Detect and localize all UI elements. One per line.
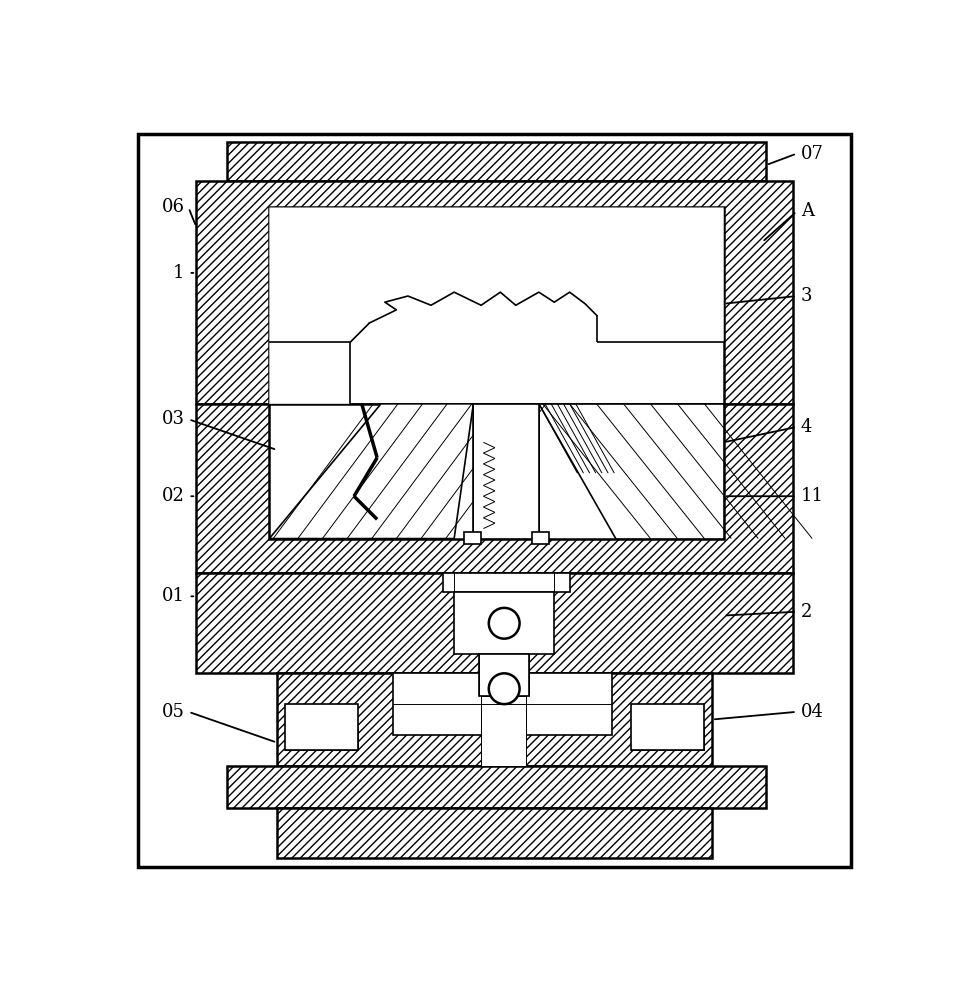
Circle shape	[489, 607, 519, 638]
Bar	[479, 654, 529, 697]
Polygon shape	[269, 207, 724, 403]
Bar	[464, 532, 482, 544]
Polygon shape	[538, 403, 724, 538]
Bar	[277, 808, 712, 858]
Bar	[631, 727, 704, 750]
Text: A: A	[801, 202, 813, 220]
Bar	[482, 697, 526, 766]
Text: 04: 04	[801, 703, 823, 720]
Bar	[227, 142, 766, 180]
Bar	[474, 403, 538, 538]
Bar	[269, 403, 724, 538]
Text: 05: 05	[162, 703, 184, 720]
Polygon shape	[269, 403, 474, 538]
Bar	[196, 573, 793, 673]
Bar	[227, 766, 766, 808]
Bar	[285, 705, 358, 750]
Bar	[532, 532, 549, 544]
Text: 07: 07	[801, 145, 823, 163]
Bar	[285, 727, 358, 750]
Bar	[277, 673, 712, 766]
Text: 11: 11	[801, 488, 824, 505]
Bar	[455, 593, 554, 654]
Text: 06: 06	[161, 198, 184, 216]
Bar	[269, 207, 724, 403]
Text: 4: 4	[801, 418, 812, 436]
Text: 02: 02	[162, 488, 184, 505]
Bar	[196, 180, 793, 403]
Bar	[443, 573, 569, 593]
Bar	[196, 403, 793, 573]
Circle shape	[489, 673, 519, 705]
Text: 2: 2	[801, 603, 812, 620]
Text: 03: 03	[161, 410, 184, 428]
Text: 01: 01	[161, 588, 184, 606]
Bar	[631, 705, 704, 750]
Bar	[393, 673, 612, 735]
Text: 1: 1	[173, 264, 184, 281]
Text: 3: 3	[801, 287, 813, 305]
